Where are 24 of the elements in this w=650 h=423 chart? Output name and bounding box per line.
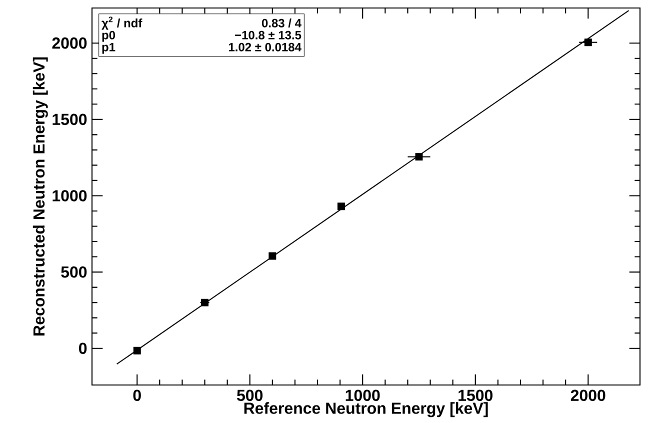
annotation: −10.8 ± 13.5: [235, 30, 302, 40]
point: [268, 252, 276, 260]
x-axis-title: Reference Neutron Energy [keV]: [244, 402, 488, 418]
point: [415, 153, 423, 161]
annotation: 0.83 / 4: [262, 18, 302, 28]
y-tick-label: 1000: [52, 190, 87, 202]
y-tick-label: 1500: [52, 114, 87, 126]
x-tick-label: 500: [237, 390, 263, 402]
y-tick-label: 500: [61, 266, 87, 278]
point: [584, 38, 592, 46]
y-axis-title: Reconstructed Neutron Energy [keV]: [32, 57, 48, 336]
x-tick-label: 0: [133, 390, 141, 402]
x-tick-label: 1500: [458, 390, 493, 402]
point: [201, 298, 208, 306]
x-tick-label: 2000: [570, 390, 606, 402]
point: [133, 346, 141, 354]
annotation: χ$^{2}$ / ndf: [102, 16, 142, 30]
annotation: p0: [102, 30, 116, 42]
annotation: 1.02 ± 0.0184: [228, 42, 302, 52]
y-tick-label: 2000: [52, 37, 87, 49]
x-tick-label: 1000: [346, 390, 380, 402]
annotation: p1: [102, 43, 116, 54]
point: [337, 202, 345, 210]
y-tick-label: 0: [79, 342, 87, 354]
